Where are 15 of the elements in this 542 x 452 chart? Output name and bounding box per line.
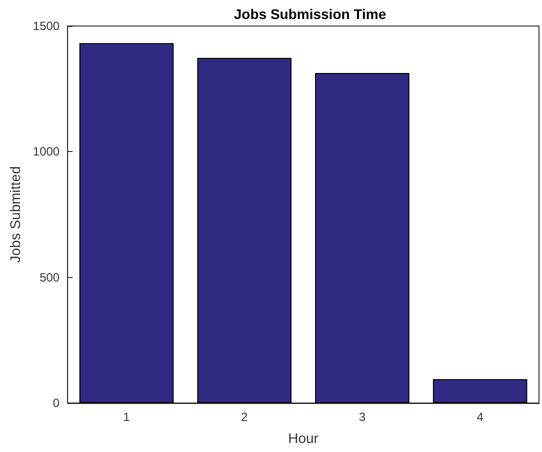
- y-tick-label: 1500: [32, 19, 60, 33]
- bar: [197, 58, 292, 403]
- bar: [79, 43, 174, 403]
- x-tick-label: 2: [241, 410, 248, 424]
- bar: [432, 379, 528, 403]
- bar: [315, 73, 410, 403]
- x-axis-title: Hour: [288, 430, 319, 446]
- y-tick-label: 0: [52, 396, 60, 410]
- x-tick-label: 1: [123, 410, 130, 424]
- x-tick-label: 3: [358, 410, 366, 424]
- x-tick-label: 4: [476, 410, 484, 424]
- y-tick-label: 500: [40, 270, 60, 284]
- y-tick-label: 1000: [32, 144, 60, 159]
- y-axis-title: Jobs Submitted: [7, 166, 23, 263]
- chart-title: Jobs Submission Time: [234, 6, 386, 22]
